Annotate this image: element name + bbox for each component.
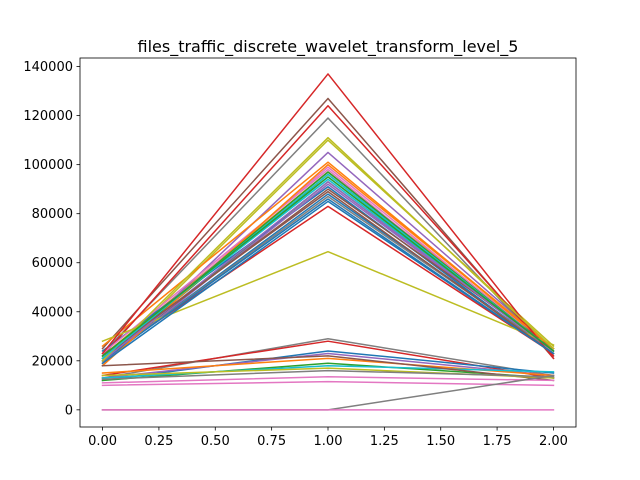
- y-tick-label: 80000: [32, 207, 73, 222]
- y-tick-label: 0: [65, 403, 73, 418]
- y-tick-label: 140000: [23, 60, 73, 75]
- x-tick-label: 0.75: [257, 434, 286, 449]
- series-line-37: [101, 364, 555, 379]
- series-line-33: [101, 350, 555, 382]
- series-line-24: [101, 73, 555, 360]
- x-tick-label: 0.25: [144, 434, 173, 449]
- series-line-29: [101, 200, 555, 365]
- series-line-5: [101, 151, 555, 367]
- y-tick-label: 60000: [32, 256, 73, 271]
- y-tick-label: 100000: [23, 158, 73, 173]
- series-line-42: [101, 380, 555, 387]
- series-layer: [101, 73, 555, 411]
- series-line-19: [101, 250, 555, 346]
- axes-layer: 0.00 0.25 0.50 0.75 1.00 1.25 1.50 1.75 2.00 0 200…: [23, 57, 577, 449]
- x-tick-label: 1.50: [426, 434, 455, 449]
- y-tick-label: 40000: [32, 305, 73, 320]
- series-line-30: [101, 176, 555, 357]
- chart-title: files_traffic_discrete_wavelet_transform…: [138, 37, 519, 57]
- series-line-34: [101, 352, 555, 379]
- series-line-22: [101, 163, 555, 367]
- series-line-41: [101, 369, 555, 380]
- x-tick-label: 1.00: [314, 434, 343, 449]
- series-line-40: [101, 375, 555, 384]
- y-tick-label: 120000: [23, 109, 73, 124]
- x-tick-label: 1.75: [483, 434, 512, 449]
- series-line-36: [101, 362, 555, 382]
- x-tick-label: 1.25: [370, 434, 399, 449]
- x-tick-label: 0.50: [201, 434, 230, 449]
- series-line-31: [101, 337, 555, 379]
- series-line-27: [101, 136, 555, 362]
- x-tick-label: 0.00: [88, 434, 117, 449]
- series-line-26: [101, 190, 555, 357]
- y-tick-label: 20000: [32, 354, 73, 369]
- series-line-14: [101, 105, 555, 357]
- x-tick-label: 2.00: [539, 434, 568, 449]
- series-line-38: [101, 355, 555, 382]
